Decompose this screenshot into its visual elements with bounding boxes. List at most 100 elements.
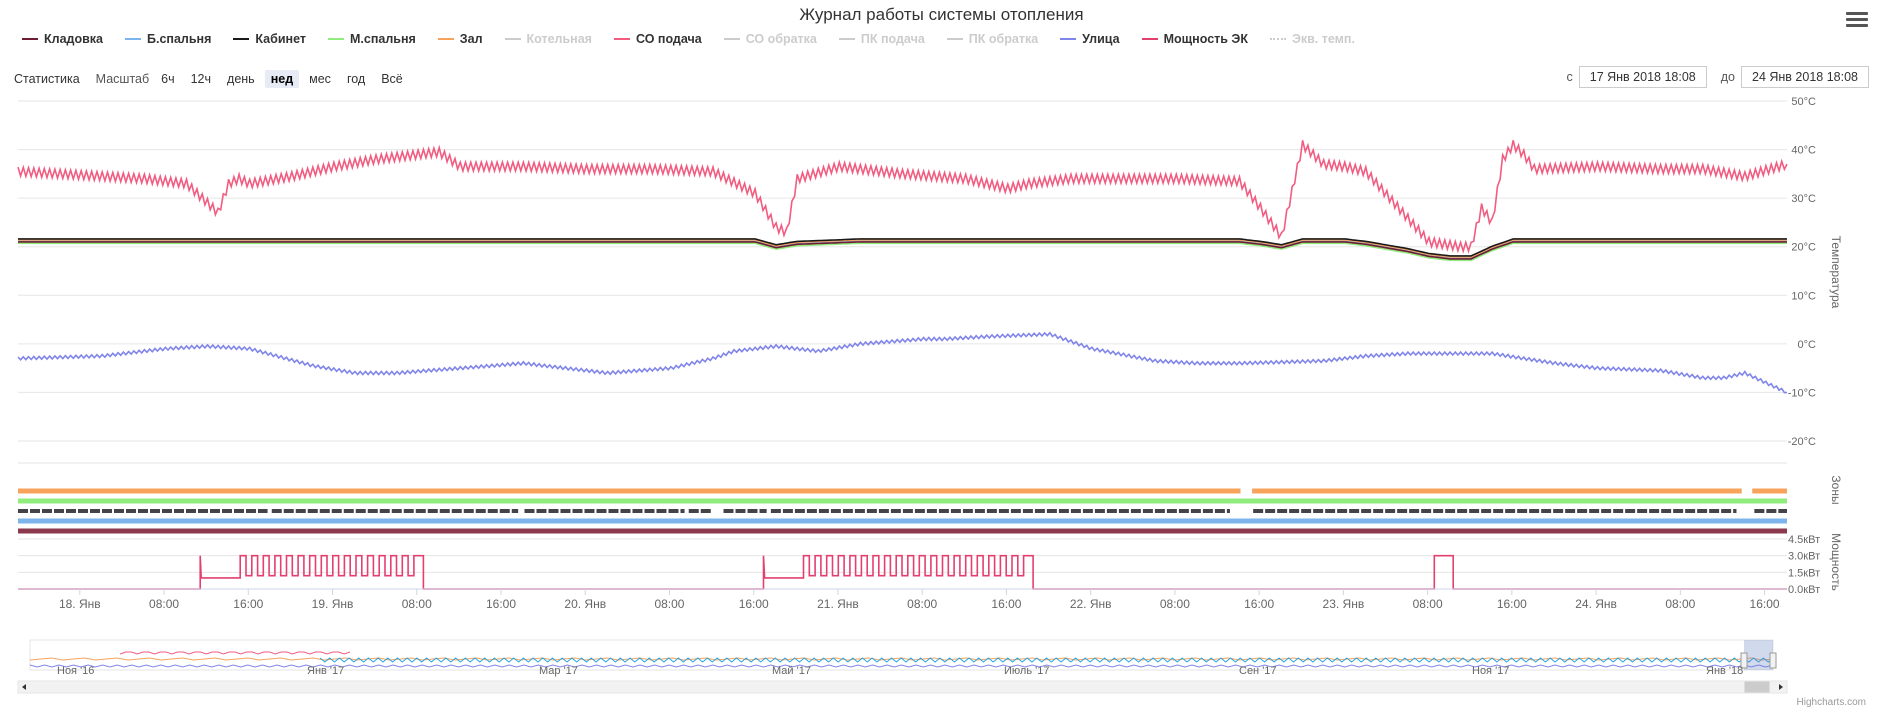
x-tick-label: 16:00 — [233, 597, 263, 611]
scrollbar-thumb[interactable] — [1744, 681, 1770, 693]
series-line-power[interactable] — [18, 554, 1787, 590]
x-tick-label: 16:00 — [991, 597, 1021, 611]
date-range-selector: с 17 Янв 2018 18:08 до 24 Янв 2018 18:08 — [1566, 66, 1869, 88]
x-tick-label: 16:00 — [1244, 597, 1274, 611]
power-axis-title: Мощность — [1829, 533, 1843, 591]
x-tick-label: 18. Янв — [59, 597, 101, 611]
y-tick-label: -20°C — [1788, 436, 1816, 448]
legend-symbol — [723, 38, 740, 40]
legend-item[interactable]: Б.спальня — [124, 30, 212, 48]
legend-symbol — [838, 38, 855, 40]
scroll-right-arrow-icon[interactable] — [1779, 684, 1783, 690]
y-axis-title: Температура — [1829, 236, 1843, 309]
legend-label: ПК подача — [860, 32, 925, 46]
zoom-button[interactable]: Всё — [381, 72, 403, 86]
power-tick-label: 1.5кВт — [1788, 567, 1820, 579]
legend-label: Мощность ЭК — [1163, 32, 1248, 46]
x-tick-label: 08:00 — [654, 597, 684, 611]
series-line-co-supply[interactable] — [17, 140, 1788, 254]
series-line-indoor[interactable] — [18, 238, 1787, 257]
power-tick-label: 4.5кВт — [1788, 534, 1820, 546]
legend-item[interactable]: М.спальня — [327, 30, 416, 48]
y-tick-label: 40°C — [1791, 145, 1816, 157]
legend-label: Экв. темп. — [1291, 32, 1355, 46]
legend-label: Улица — [1082, 32, 1120, 46]
x-tick-label: 08:00 — [907, 597, 937, 611]
navigator-handle-left[interactable] — [1740, 652, 1748, 669]
navigator-tick-label: Ноя '17 — [1472, 665, 1509, 677]
range-to-input[interactable]: 24 Янв 2018 18:08 — [1741, 66, 1869, 88]
zoom-button[interactable]: нед — [264, 70, 300, 88]
legend-item[interactable]: ПК обратка — [946, 30, 1039, 48]
x-tick-label: 16:00 — [1497, 597, 1527, 611]
range-from-label: с — [1566, 70, 1573, 84]
y-tick-label: 20°C — [1791, 242, 1816, 254]
power-tick-label: 0.0кВт — [1788, 584, 1820, 596]
x-tick-label: 22. Янв — [1070, 597, 1112, 611]
legend-label: Б.спальня — [146, 32, 212, 46]
legend-symbol — [613, 38, 630, 40]
legend-item[interactable]: Экв. темп. — [1269, 30, 1355, 48]
legend-item[interactable]: СО обратка — [723, 30, 817, 48]
legend-symbol — [124, 38, 141, 40]
navigator-mask[interactable] — [1744, 640, 1773, 670]
power-tick-label: 3.0кВт — [1788, 551, 1820, 563]
series-line-indoor[interactable] — [18, 239, 1787, 258]
range-from-input[interactable]: 17 Янв 2018 18:08 — [1578, 66, 1707, 88]
legend-symbol — [946, 38, 963, 40]
legend-item[interactable]: Котельная — [504, 30, 592, 48]
x-tick-label: 19. Янв — [312, 597, 354, 611]
legend-item[interactable]: ПК подача — [838, 30, 925, 48]
series-line-indoor[interactable] — [18, 241, 1787, 260]
zoom-button-group: 6ч 12ч день нед мес год Всё — [155, 70, 413, 88]
navigator-handle-right[interactable] — [1769, 652, 1777, 669]
scroll-left-arrow-icon[interactable] — [22, 684, 26, 690]
legend-label: М.спальня — [349, 32, 416, 46]
x-tick-label: 08:00 — [1413, 597, 1443, 611]
navigator-tick-label: Июль '17 — [1004, 665, 1049, 677]
legend-symbol — [1269, 38, 1286, 40]
navigator-tick-label: Сен '17 — [1239, 665, 1277, 677]
navigator-series — [29, 664, 1774, 668]
legend-symbol — [22, 38, 38, 40]
series-line-indoor[interactable] — [18, 242, 1787, 262]
legend-symbol — [1141, 38, 1158, 40]
y-tick-label: 30°C — [1791, 193, 1816, 205]
hamburger-menu-icon[interactable] — [1846, 12, 1868, 30]
zoom-button[interactable]: мес — [309, 72, 331, 86]
legend-item[interactable]: Улица — [1060, 30, 1120, 48]
navigator-tick-label: Янв '18 — [1706, 665, 1743, 677]
legend-label: ПК обратка — [968, 32, 1039, 46]
legend-symbol — [233, 38, 250, 40]
x-tick-label: 21. Янв — [817, 597, 859, 611]
range-to-label: до — [1720, 70, 1735, 84]
legend-item[interactable]: Кабинет — [233, 30, 306, 48]
y-tick-label: 10°C — [1791, 290, 1816, 302]
zoom-button[interactable]: год — [346, 72, 366, 86]
navigator-tick-label: Май '17 — [772, 665, 811, 677]
zoom-button[interactable]: 12ч — [190, 72, 212, 86]
legend-item[interactable]: Кладовка — [22, 30, 103, 48]
legend-label: Кладовка — [44, 32, 103, 46]
credits-link[interactable]: Highcharts.com — [1796, 697, 1866, 708]
legend-symbol — [437, 38, 454, 40]
series-line-indoor[interactable] — [18, 240, 1787, 259]
zoom-button[interactable]: 6ч — [161, 72, 175, 86]
legend-label: Котельная — [526, 32, 592, 46]
x-tick-label: 16:00 — [739, 597, 769, 611]
zoom-button[interactable]: день — [227, 72, 255, 86]
x-tick-label: 08:00 — [402, 597, 432, 611]
x-tick-label: 23. Янв — [1323, 597, 1365, 611]
statistics-button[interactable]: Статистика — [14, 72, 80, 86]
navigator-tick-label: Ноя '16 — [57, 665, 94, 677]
chart-title: Журнал работы системы отопления — [799, 5, 1084, 24]
legend-item[interactable]: СО подача — [613, 30, 702, 48]
legend-item[interactable]: Мощность ЭК — [1141, 30, 1248, 48]
legend-item[interactable]: Зал — [437, 30, 483, 48]
x-tick-label: 08:00 — [1160, 597, 1190, 611]
toolbar: Статистика Масштаб 6ч 12ч день нед мес год Всё — [14, 69, 413, 89]
navigator-series — [319, 657, 1774, 663]
scrollbar-track[interactable] — [17, 680, 1788, 694]
series-line-outdoor[interactable] — [17, 331, 1788, 394]
